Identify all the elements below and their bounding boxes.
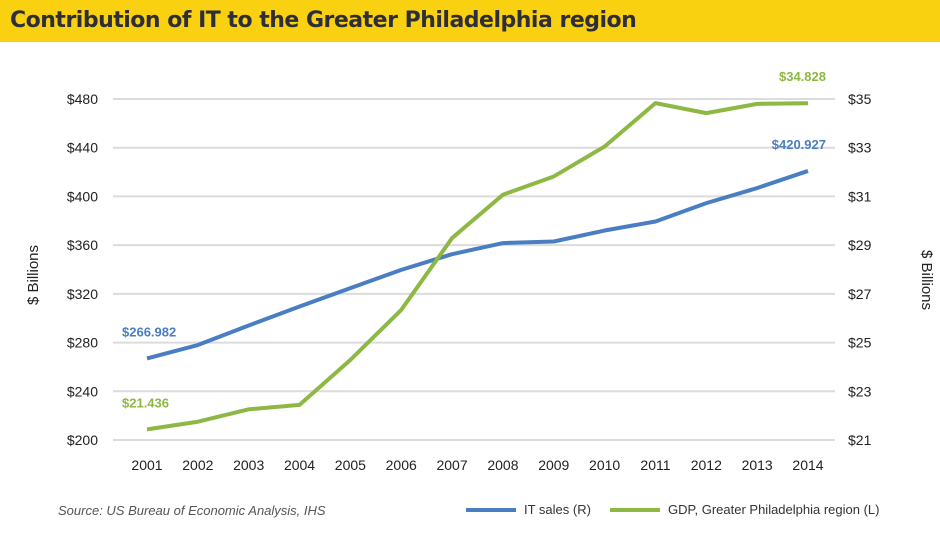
right-tick-label: $31 [848,188,872,204]
legend-swatch-gdp [610,507,660,512]
x-tick-label: 2002 [182,457,213,473]
right-axis-label: $ Billions [918,250,935,310]
x-tick-label: 2003 [233,457,264,473]
x-tick-label: 2009 [538,457,569,473]
legend-swatch-it-sales [466,507,516,512]
x-tick-label: 2012 [691,457,722,473]
left-axis-label: $ Billions [25,245,42,305]
series-line-it-sales [146,169,809,361]
x-tick-label: 2013 [742,457,773,473]
data-label: $21.436 [122,395,169,410]
x-tick-label: 2010 [589,457,620,473]
legend-label-it-sales: IT sales (R) [524,502,591,517]
x-tick-label: 2005 [335,457,366,473]
source-note: Source: US Bureau of Economic Analysis, … [58,503,326,518]
data-label: $420.927 [772,137,826,152]
x-tick-label: 2014 [792,457,823,473]
left-tick-label: $360 [67,237,98,253]
left-tick-label: $280 [67,335,98,351]
left-tick-label: $400 [67,188,98,204]
data-label: $266.982 [122,324,176,339]
right-tick-label: $33 [848,140,872,156]
left-tick-label: $240 [67,383,98,399]
x-tick-label: 2011 [640,457,670,473]
x-tick-label: 2006 [386,457,417,473]
left-tick-label: $200 [67,432,98,448]
chart-title: Contribution of IT to the Greater Philad… [10,8,637,33]
right-tick-label: $29 [848,237,872,253]
right-tick-label: $25 [848,335,872,351]
legend-item-gdp: GDP, Greater Philadelphia region (L) [610,502,880,517]
x-tick-label: 2008 [487,457,518,473]
title-bar: Contribution of IT to the Greater Philad… [0,0,940,42]
legend-item-it-sales: IT sales (R) [466,502,591,517]
x-tick-label: 2007 [436,457,467,473]
x-tick-label: 2001 [131,457,162,473]
right-tick-label: $27 [848,286,872,302]
left-tick-label: $320 [67,286,98,302]
right-tick-label: $23 [848,383,872,399]
data-label: $34.828 [779,69,826,84]
right-tick-label: $35 [848,91,872,107]
right-tick-label: $21 [848,432,872,448]
left-tick-label: $440 [67,140,98,156]
left-tick-label: $480 [67,91,98,107]
legend-label-gdp: GDP, Greater Philadelphia region (L) [668,502,880,517]
series-line-gdp [146,101,809,432]
x-tick-label: 2004 [284,457,315,473]
